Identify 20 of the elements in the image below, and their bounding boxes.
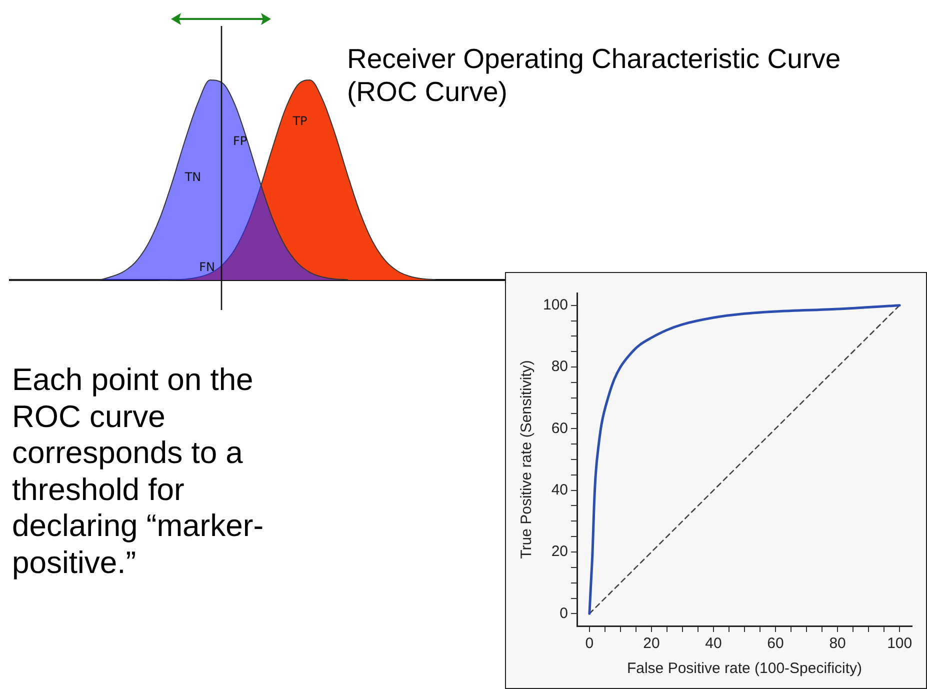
annotation: FN bbox=[199, 260, 215, 274]
y-tick-label: 100 bbox=[542, 296, 568, 314]
y-tick-label: 20 bbox=[551, 543, 568, 560]
text: Each point on the ROC curve corresponds to a threshold for declaring “marker-positive.” bbox=[12, 362, 265, 581]
x-tick-label: 100 bbox=[887, 635, 912, 652]
y-tick-label: 60 bbox=[551, 420, 568, 437]
y-tick-label: 0 bbox=[560, 604, 568, 622]
y-tick-label: 40 bbox=[551, 481, 568, 498]
y-axis-title: True Positive rate (Sensitivity) bbox=[518, 360, 536, 559]
x-axis-title: False Positive rate (100-Specificity) bbox=[626, 660, 862, 678]
chart-title: Receiver Operating Characteristic Curve (ROC Curve) bbox=[347, 42, 842, 108]
y-tick-label: 80 bbox=[551, 358, 568, 376]
x-tick-label: 80 bbox=[829, 635, 846, 652]
x-tick-label: 60 bbox=[767, 635, 784, 652]
x-tick-label: 0 bbox=[585, 635, 594, 652]
annotation: FP bbox=[232, 134, 248, 148]
annotation: TP bbox=[292, 114, 308, 128]
annotation: TN bbox=[184, 170, 202, 184]
x-tick-label: 20 bbox=[643, 635, 660, 652]
x-tick-label: 40 bbox=[705, 635, 722, 652]
